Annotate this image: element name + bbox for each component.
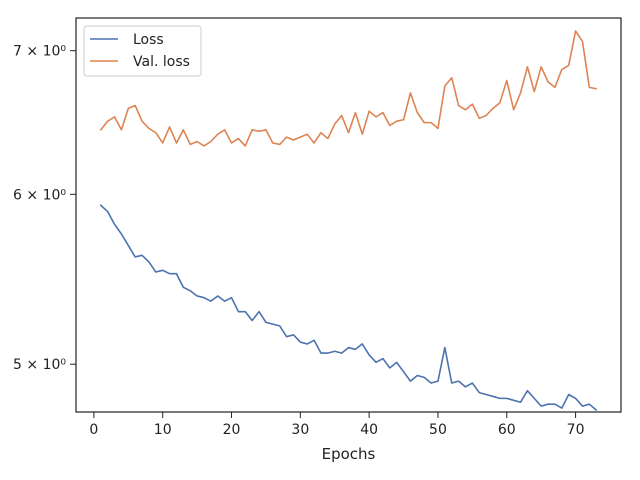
x-tick-label: 50 — [429, 422, 447, 438]
x-axis-label: Epochs — [322, 445, 376, 463]
y-tick-label: 7 × 10⁰ — [13, 44, 66, 60]
y-tick-label: 6 × 10⁰ — [13, 187, 66, 203]
legend-label-loss: Loss — [133, 32, 164, 48]
x-tick-label: 10 — [154, 422, 172, 438]
plot-frame — [75, 17, 622, 413]
series-line-loss — [99, 204, 598, 411]
x-tick-label: 70 — [567, 422, 585, 438]
x-tick-label: 40 — [360, 422, 378, 438]
x-tick-label: 20 — [223, 422, 241, 438]
x-tick-label: 60 — [498, 422, 516, 438]
series-line-val-loss — [99, 30, 598, 147]
legend: Loss Val. loss — [83, 25, 202, 77]
legend-label-val-loss: Val. loss — [133, 54, 190, 70]
series-layer — [99, 30, 598, 411]
y-tick-label: 5 × 10⁰ — [13, 357, 66, 373]
x-axis-ticks: 0 10 20 30 40 50 60 70 — [89, 412, 584, 438]
y-axis-ticks: 5 × 10⁰ 6 × 10⁰ 7 × 10⁰ — [13, 44, 76, 373]
x-tick-label: 0 — [89, 422, 98, 438]
x-tick-label: 30 — [291, 422, 309, 438]
